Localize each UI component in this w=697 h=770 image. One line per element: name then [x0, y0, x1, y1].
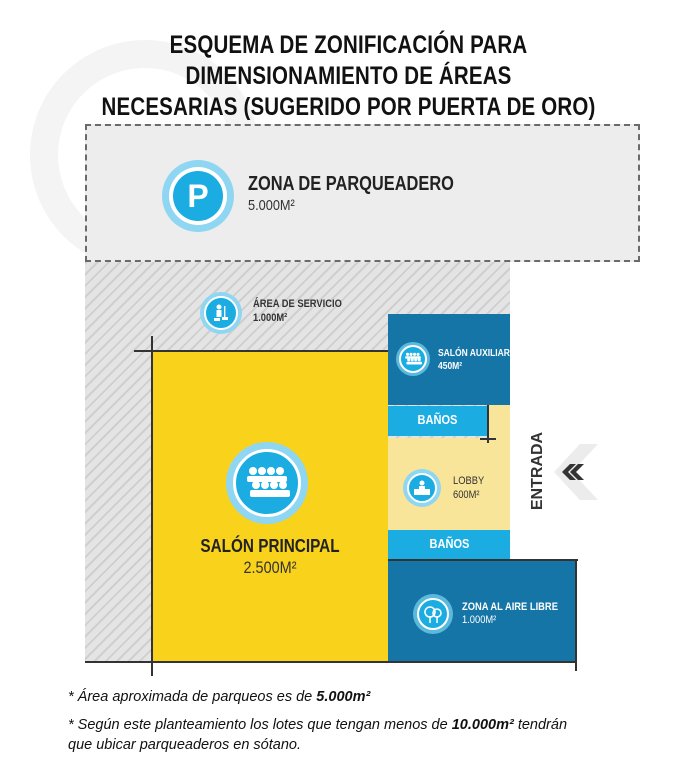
outdoor-label: ZONA AL AIRE LIBRE: [462, 601, 558, 613]
outdoor-top-line: [388, 559, 578, 561]
parking-letter: P: [173, 171, 223, 221]
note-1-text: * Área aproximada de parqueos es de: [68, 689, 317, 705]
note-1: * Área aproximada de parqueos es de 5.00…: [68, 688, 370, 707]
auxiliary-hall-audience-icon: [396, 342, 430, 376]
restrooms-top-zone: BAÑOS: [388, 406, 487, 436]
reception-desk-icon: [403, 469, 441, 507]
outdoor-right-line: [575, 559, 577, 671]
main-hall-top-line: [134, 350, 388, 352]
main-hall-label: SALÓN PRINCIPAL: [200, 536, 340, 556]
site-bottom-line: [85, 661, 577, 663]
note-1-bold: 5.000m²: [316, 689, 371, 705]
outdoor-area: 1.000M²: [462, 614, 497, 626]
service-area-size: 1.000M²: [253, 312, 288, 324]
restrooms-bottom-label: BAÑOS: [429, 536, 469, 551]
note-2-text: * Según este planteamiento los lotes que…: [68, 717, 452, 733]
auxiliary-hall-area: 450M²: [438, 361, 463, 372]
note-2-line-2: que ubicar parqueaderos en sótano.: [68, 737, 301, 753]
lobby-divider-h: [480, 438, 496, 440]
parking-icon: P: [162, 160, 234, 232]
entrance-label: ENTRADA: [529, 431, 546, 511]
restrooms-top-label: BAÑOS: [417, 412, 458, 427]
parking-label: ZONA DE PARQUEADERO: [248, 173, 454, 195]
janitor-icon: [200, 292, 242, 334]
page-title: ESQUEMA DE ZONIFICACIÓN PARA DIMENSIONAM…: [63, 30, 635, 123]
parking-area: 5.000M²: [248, 197, 295, 214]
main-hall-area: 2.500M²: [243, 558, 297, 577]
lobby-divider-v: [487, 405, 489, 443]
main-hall-audience-icon: [226, 442, 308, 524]
restrooms-bottom-zone: BAÑOS: [388, 530, 510, 560]
double-chevron-left-icon: [554, 444, 598, 500]
lobby-area: 600M²: [453, 489, 480, 501]
title-line-1: ESQUEMA DE ZONIFICACIÓN PARA DIMENSIONAM…: [169, 31, 528, 90]
auxiliary-hall-label: SALÓN AUXILIAR: [438, 348, 510, 359]
tree-icon: [413, 594, 453, 634]
main-hall-left-line: [151, 336, 153, 676]
note-2: * Según este planteamiento los lotes que…: [68, 716, 567, 735]
note-2-post: tendrán: [513, 717, 568, 733]
lobby-upper-strip: [487, 405, 510, 440]
lobby-label: LOBBY: [453, 475, 485, 487]
note-2-bold: 10.000m²: [451, 717, 514, 733]
service-area-label: ÁREA DE SERVICIO: [253, 298, 342, 310]
title-line-2: NECESARIAS (SUGERIDO POR PUERTA DE ORO): [101, 93, 596, 121]
